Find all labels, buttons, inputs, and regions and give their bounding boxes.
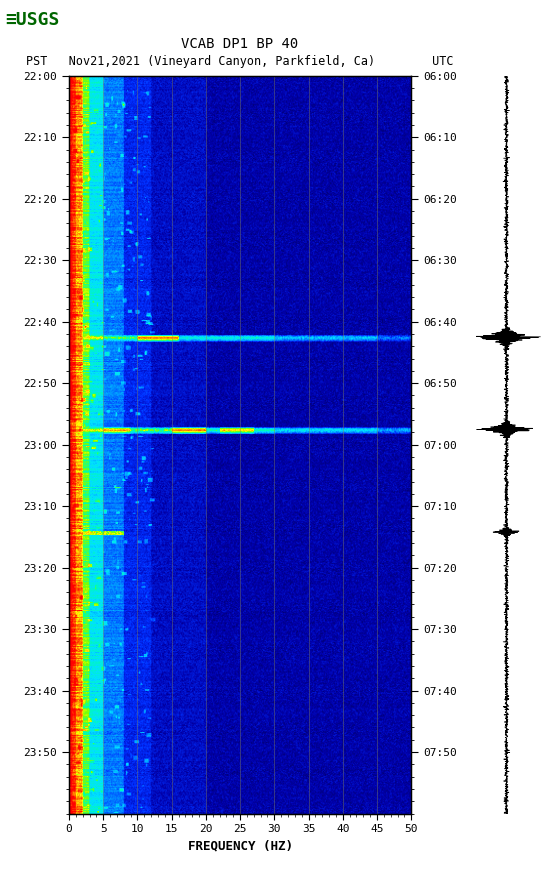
Text: ≡USGS: ≡USGS	[6, 11, 60, 29]
Text: PST   Nov21,2021 (Vineyard Canyon, Parkfield, Ca)        UTC: PST Nov21,2021 (Vineyard Canyon, Parkfie…	[26, 55, 454, 69]
Text: VCAB DP1 BP 40: VCAB DP1 BP 40	[182, 37, 299, 52]
X-axis label: FREQUENCY (HZ): FREQUENCY (HZ)	[188, 839, 293, 853]
